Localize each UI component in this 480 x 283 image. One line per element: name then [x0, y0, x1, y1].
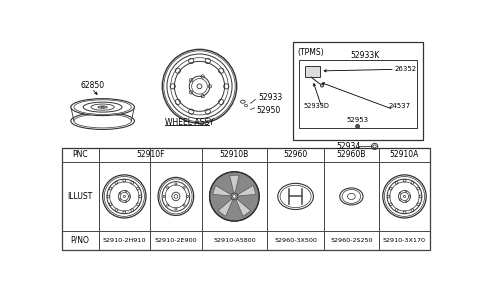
- Ellipse shape: [231, 193, 238, 200]
- Text: 52960: 52960: [284, 150, 308, 159]
- Bar: [292, 42, 423, 140]
- Text: ILLUST: ILLUST: [68, 192, 93, 201]
- Ellipse shape: [356, 125, 360, 128]
- Ellipse shape: [233, 195, 236, 198]
- Text: 52910F: 52910F: [136, 150, 165, 159]
- Text: 52910-3X170: 52910-3X170: [383, 238, 426, 243]
- Bar: [299, 60, 417, 128]
- Polygon shape: [218, 198, 233, 216]
- Ellipse shape: [71, 99, 134, 115]
- Text: 52910-2E900: 52910-2E900: [155, 238, 197, 243]
- Text: 52933K: 52933K: [351, 51, 380, 60]
- Ellipse shape: [383, 175, 426, 218]
- Text: 24537: 24537: [388, 103, 410, 109]
- Text: 52910-A5800: 52910-A5800: [213, 238, 256, 243]
- Text: 52934: 52934: [336, 142, 360, 151]
- Text: 52960-3X500: 52960-3X500: [274, 238, 317, 243]
- Text: 26352: 26352: [395, 67, 417, 72]
- Text: 52960B: 52960B: [336, 150, 366, 159]
- Text: 62850: 62850: [81, 81, 105, 90]
- Text: 52910A: 52910A: [390, 150, 419, 159]
- Text: 52910-2H910: 52910-2H910: [103, 238, 146, 243]
- Ellipse shape: [321, 84, 324, 87]
- Text: (TPMS): (TPMS): [297, 48, 324, 57]
- Text: WHEEL ASSY: WHEEL ASSY: [165, 118, 214, 127]
- Text: PNC: PNC: [72, 150, 88, 159]
- Text: 52933: 52933: [258, 93, 283, 102]
- Text: 52953: 52953: [347, 117, 369, 123]
- Text: 52910B: 52910B: [220, 150, 249, 159]
- Text: 52933D: 52933D: [303, 103, 329, 109]
- Polygon shape: [229, 175, 239, 194]
- Ellipse shape: [210, 172, 259, 221]
- Polygon shape: [213, 185, 232, 196]
- Text: 52950: 52950: [257, 106, 281, 115]
- Ellipse shape: [340, 188, 363, 205]
- Bar: [305, 66, 321, 77]
- Bar: [61, 148, 431, 250]
- Ellipse shape: [278, 183, 313, 209]
- Ellipse shape: [103, 175, 146, 218]
- Ellipse shape: [162, 49, 237, 123]
- Ellipse shape: [158, 177, 194, 215]
- Text: 52960-2S250: 52960-2S250: [330, 238, 372, 243]
- Polygon shape: [237, 185, 256, 196]
- Text: P/NO: P/NO: [71, 236, 90, 245]
- Polygon shape: [236, 198, 251, 216]
